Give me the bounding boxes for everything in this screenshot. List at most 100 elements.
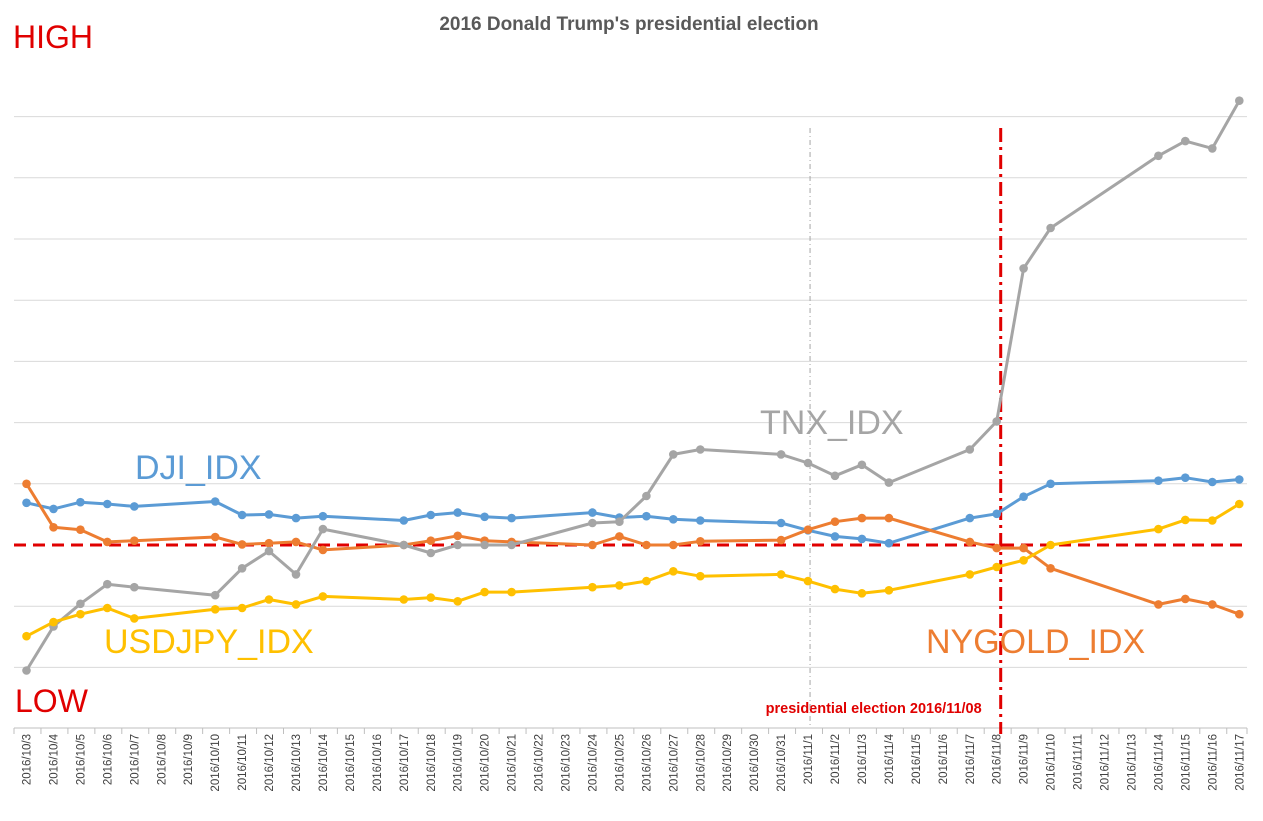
data-point-dji-idx xyxy=(696,516,705,525)
data-point-nygold-idx xyxy=(426,536,436,545)
x-tick-label: 2016/10/28 xyxy=(695,734,707,792)
data-point-usdjpy-idx xyxy=(399,595,409,604)
data-point-nygold-idx xyxy=(49,523,58,532)
data-point-usdjpy-idx xyxy=(1208,516,1217,525)
x-tick-label: 2016/10/23 xyxy=(561,734,573,792)
series-group xyxy=(22,96,1244,675)
data-point-dji-idx xyxy=(830,532,840,541)
data-point-nygold-idx xyxy=(588,540,597,550)
data-point-usdjpy-idx xyxy=(1019,556,1028,565)
series-line-tnx-idx xyxy=(25,99,1241,672)
x-tick-label: 2016/11/13 xyxy=(1126,734,1138,791)
data-point-nygold-idx xyxy=(615,532,624,541)
data-point-dji-idx xyxy=(130,502,139,511)
data-point-tnx-idx xyxy=(1208,144,1217,153)
x-tick-label: 2016/10/6 xyxy=(102,734,114,785)
data-point-nygold-idx xyxy=(992,543,1001,553)
x-tick-label: 2016/10/10 xyxy=(210,734,222,792)
data-point-dji-idx xyxy=(22,498,31,508)
x-tick-label: 2016/11/15 xyxy=(1180,734,1192,791)
data-point-usdjpy-idx xyxy=(318,592,328,601)
data-point-dji-idx xyxy=(1181,473,1190,483)
x-tick-label: 2016/10/12 xyxy=(264,734,276,792)
data-point-usdjpy-idx xyxy=(857,589,867,598)
data-point-dji-idx xyxy=(1154,476,1163,486)
x-tick-label: 2016/11/17 xyxy=(1234,734,1246,791)
data-point-dji-idx xyxy=(507,513,516,523)
data-point-dji-idx xyxy=(76,497,85,507)
x-tick-label: 2016/10/4 xyxy=(48,733,60,785)
x-tick-label: 2016/10/14 xyxy=(318,733,330,791)
data-point-tnx-idx xyxy=(480,540,489,550)
x-tick-label: 2016/11/2 xyxy=(830,734,842,784)
data-point-dji-idx xyxy=(480,512,489,522)
data-point-nygold-idx xyxy=(291,537,301,547)
data-point-tnx-idx xyxy=(507,540,516,550)
x-tick-label: 2016/11/8 xyxy=(992,734,1004,784)
data-point-dji-idx xyxy=(588,508,597,517)
data-point-tnx-idx xyxy=(884,478,894,487)
data-point-dji-idx xyxy=(453,508,463,517)
data-point-tnx-idx xyxy=(615,517,624,526)
election-annotation: presidential election 2016/11/08 xyxy=(766,701,982,717)
data-point-tnx-idx xyxy=(1046,223,1055,233)
series-labels: DJI_IDX TNX_IDX USDJPY_IDX NYGOLD_IDX xyxy=(104,404,1145,661)
data-point-usdjpy-idx xyxy=(130,614,139,623)
x-tick-label: 2016/10/25 xyxy=(614,734,626,792)
series-label-dji-idx: DJI_IDX xyxy=(135,449,262,487)
data-point-tnx-idx xyxy=(22,666,31,675)
data-point-tnx-idx xyxy=(237,564,247,573)
data-point-tnx-idx xyxy=(830,471,840,481)
x-tick-label: 2016/11/10 xyxy=(1046,734,1058,791)
data-point-usdjpy-idx xyxy=(992,562,1001,572)
data-point-tnx-idx xyxy=(291,570,301,579)
data-point-nygold-idx xyxy=(76,525,85,534)
data-point-dji-idx xyxy=(49,504,58,514)
x-tick-label: 2016/11/4 xyxy=(884,733,896,784)
x-tick-label: 2016/11/9 xyxy=(1019,734,1031,784)
x-tick-label: 2016/10/18 xyxy=(426,734,438,792)
data-point-usdjpy-idx xyxy=(237,603,247,613)
data-point-dji-idx xyxy=(291,513,301,523)
x-axis: 2016/10/3 2016/10/4 2016/10/5 2016/10/6 2016… xyxy=(13,727,1248,792)
data-point-usdjpy-idx xyxy=(669,567,678,576)
x-tick-label: 2016/10/13 xyxy=(291,734,303,792)
series-label-tnx-idx: TNX_IDX xyxy=(760,404,904,442)
data-point-nygold-idx xyxy=(264,538,274,548)
x-tick-label: 2016/10/24 xyxy=(587,733,599,791)
low-label: LOW xyxy=(15,683,89,719)
data-point-usdjpy-idx xyxy=(615,581,624,590)
gridlines xyxy=(14,116,1247,668)
data-point-usdjpy-idx xyxy=(291,600,301,609)
chart-title: 2016 Donald Trump's presidential electio… xyxy=(439,14,818,35)
data-point-tnx-idx xyxy=(76,599,85,609)
data-point-usdjpy-idx xyxy=(22,631,31,641)
data-point-usdjpy-idx xyxy=(1154,524,1163,534)
data-point-nygold-idx xyxy=(965,537,975,547)
data-point-usdjpy-idx xyxy=(830,584,840,594)
x-tick-label: 2016/10/11 xyxy=(237,734,249,791)
x-tick-label: 2016/10/31 xyxy=(776,734,788,792)
x-tick-label: 2016/11/12 xyxy=(1100,734,1112,791)
x-tick-label: 2016/10/15 xyxy=(345,734,357,792)
x-tick-label: 2016/11/5 xyxy=(911,734,923,784)
data-point-nygold-idx xyxy=(1208,600,1217,609)
data-point-usdjpy-idx xyxy=(588,582,597,592)
data-point-usdjpy-idx xyxy=(803,576,813,586)
data-point-nygold-idx xyxy=(1235,609,1244,619)
x-tick-label: 2016/10/16 xyxy=(372,734,384,792)
series-tnx-idx xyxy=(22,96,1244,675)
data-point-nygold-idx xyxy=(453,531,463,541)
x-tick-label: 2016/10/27 xyxy=(668,734,680,792)
data-point-tnx-idx xyxy=(776,450,786,459)
x-tick-label: 2016/10/17 xyxy=(399,734,411,792)
data-point-dji-idx xyxy=(264,510,274,519)
data-point-tnx-idx xyxy=(130,582,139,592)
x-tick-label: 2016/11/1 xyxy=(803,734,815,784)
series-label-nygold-idx: NYGOLD_IDX xyxy=(926,623,1145,661)
data-point-tnx-idx xyxy=(318,524,328,534)
data-point-dji-idx xyxy=(210,497,220,506)
data-point-nygold-idx xyxy=(1019,543,1028,553)
data-point-dji-idx xyxy=(776,518,786,528)
